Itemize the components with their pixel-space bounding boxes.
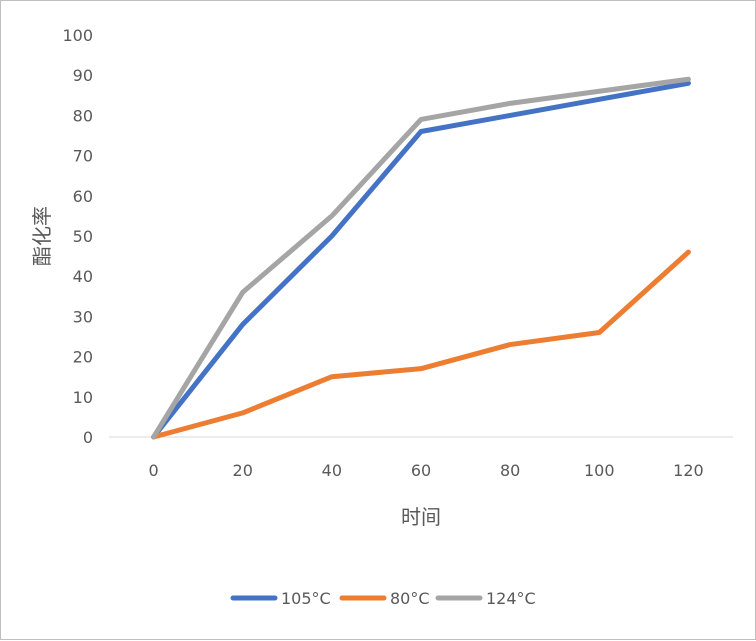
y-tick-label: 0 bbox=[83, 428, 93, 447]
y-tick-label: 80 bbox=[73, 106, 93, 125]
x-tick-label: 60 bbox=[411, 461, 431, 480]
y-tick-label: 30 bbox=[73, 307, 93, 326]
x-tick-label: 40 bbox=[322, 461, 342, 480]
y-tick-label: 100 bbox=[62, 26, 93, 45]
legend-label: 105°C bbox=[281, 589, 331, 608]
x-tick-label: 20 bbox=[233, 461, 253, 480]
x-axis-ticks: 0 20 40 60 80 100 120 bbox=[148, 461, 703, 480]
legend-label: 80°C bbox=[390, 589, 430, 608]
y-tick-label: 10 bbox=[73, 388, 93, 407]
series-line bbox=[151, 76, 691, 440]
y-tick-label: 40 bbox=[73, 267, 93, 286]
y-axis-ticks: 0 10 20 30 40 50 60 70 80 90 100 bbox=[62, 26, 93, 447]
x-tick-label: 120 bbox=[673, 461, 704, 480]
series-line bbox=[151, 249, 691, 440]
y-tick-label: 90 bbox=[73, 66, 93, 85]
y-tick-label: 50 bbox=[73, 227, 93, 246]
x-axis-title: 时间 bbox=[401, 505, 441, 529]
legend-label: 124°C bbox=[486, 589, 536, 608]
x-tick-label: 80 bbox=[500, 461, 520, 480]
y-tick-label: 70 bbox=[73, 147, 93, 166]
legend: 105°C 80°C 124°C bbox=[230, 589, 536, 608]
y-axis-title: 酯化率 bbox=[30, 206, 54, 266]
y-tick-label: 60 bbox=[73, 187, 93, 206]
x-tick-label: 0 bbox=[148, 461, 158, 480]
y-tick-label: 20 bbox=[73, 348, 93, 367]
series-line bbox=[151, 80, 691, 440]
series-lines bbox=[151, 76, 691, 440]
x-tick-label: 100 bbox=[584, 461, 615, 480]
